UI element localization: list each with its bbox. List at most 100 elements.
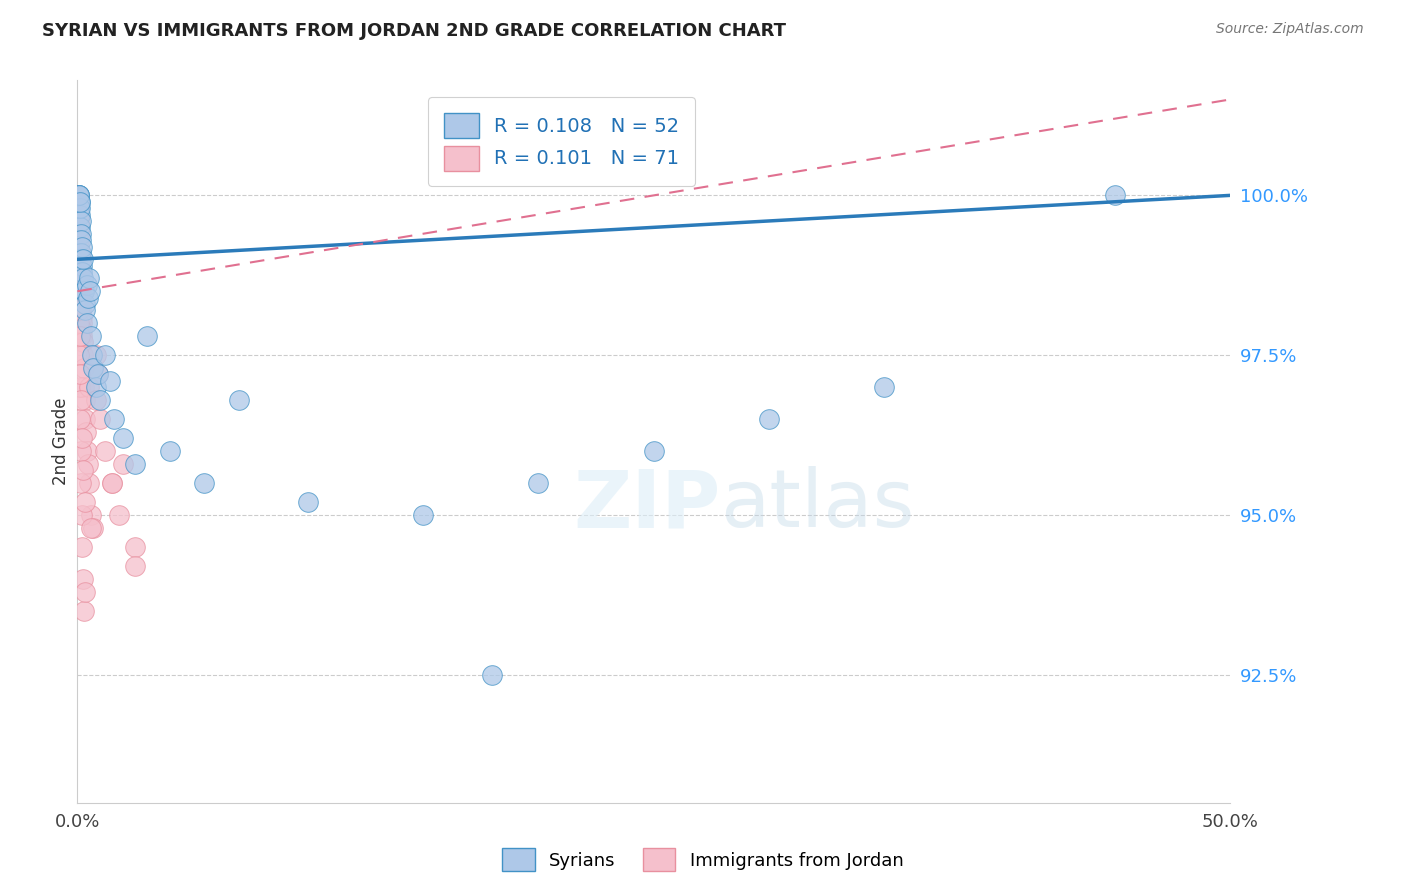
Point (69, 252, 91, 267)
Point (72, 329, 94, 343)
Point (67, 201, 90, 215)
Point (82, 348, 104, 362)
Point (67, 233, 90, 247)
Point (412, 508, 434, 522)
Point (135, 329, 157, 343)
Point (67, 201, 90, 215)
Point (70, 259, 93, 273)
Point (69, 194, 91, 209)
Point (77, 380, 100, 394)
Point (75, 425, 97, 439)
Point (75, 584, 97, 599)
Point (124, 457, 146, 471)
Point (112, 431, 135, 445)
Point (75, 495, 97, 509)
Point (70, 316, 93, 330)
Text: SYRIAN VS IMMIGRANTS FROM JORDAN 2ND GRADE CORRELATION CHART: SYRIAN VS IMMIGRANTS FROM JORDAN 2ND GRA… (42, 22, 786, 40)
Point (69, 259, 91, 273)
Point (72, 463, 94, 477)
Point (758, 412, 780, 426)
Point (67, 208, 90, 222)
Point (124, 559, 146, 574)
Point (73, 392, 96, 407)
Legend: R = 0.108   N = 52, R = 0.101   N = 71: R = 0.108 N = 52, R = 0.101 N = 71 (429, 97, 695, 186)
Point (82, 521, 104, 535)
Point (80, 508, 103, 522)
Point (193, 476, 215, 491)
Point (70, 323, 93, 337)
Point (643, 444, 665, 458)
Point (67, 188, 90, 202)
Point (87, 368, 110, 382)
Point (72, 271, 94, 285)
Point (72, 252, 94, 267)
Point (101, 476, 124, 491)
Point (67, 252, 90, 267)
Point (69, 412, 91, 426)
Point (73, 604, 96, 618)
Point (69, 194, 91, 209)
Point (84, 348, 107, 362)
Point (70, 310, 93, 324)
Point (69, 271, 91, 285)
Point (69, 201, 91, 215)
Point (124, 540, 146, 554)
Y-axis label: 2nd Grade: 2nd Grade (52, 398, 70, 485)
Point (112, 457, 135, 471)
Point (67, 220, 90, 235)
Point (70, 252, 93, 267)
Point (69, 220, 91, 235)
Point (67, 239, 90, 253)
Point (70, 246, 93, 260)
Point (76, 291, 98, 305)
Point (108, 508, 131, 522)
Point (73, 380, 96, 394)
Point (72, 572, 94, 586)
Point (70, 431, 93, 445)
Point (69, 214, 91, 228)
Point (67, 227, 90, 241)
Point (70, 303, 93, 318)
Point (98, 374, 121, 388)
Point (527, 476, 550, 491)
Point (77, 271, 100, 285)
Point (84, 392, 107, 407)
Point (297, 495, 319, 509)
Point (159, 444, 181, 458)
Point (76, 457, 98, 471)
Point (75, 303, 97, 318)
Point (67, 194, 90, 209)
Point (67, 285, 90, 299)
Point (481, 668, 503, 682)
Point (72, 335, 94, 350)
Point (873, 380, 896, 394)
Point (69, 392, 91, 407)
Point (66, 188, 89, 202)
Point (80, 521, 103, 535)
Point (70, 476, 93, 491)
Point (69, 368, 91, 382)
Point (67, 188, 90, 202)
Point (94, 348, 117, 362)
Point (1104, 188, 1126, 202)
Point (80, 329, 103, 343)
Point (228, 392, 250, 407)
Point (70, 233, 93, 247)
Point (70, 291, 93, 305)
Point (75, 412, 97, 426)
Point (72, 361, 94, 376)
Point (69, 285, 91, 299)
Point (69, 246, 91, 260)
Point (103, 412, 125, 426)
Point (69, 444, 91, 458)
Point (67, 316, 90, 330)
Point (69, 208, 91, 222)
Text: Source: ZipAtlas.com: Source: ZipAtlas.com (1216, 22, 1364, 37)
Point (67, 265, 90, 279)
Point (70, 239, 93, 253)
Point (73, 285, 96, 299)
Point (69, 329, 91, 343)
Point (67, 188, 90, 202)
Point (101, 476, 124, 491)
Point (79, 285, 101, 299)
